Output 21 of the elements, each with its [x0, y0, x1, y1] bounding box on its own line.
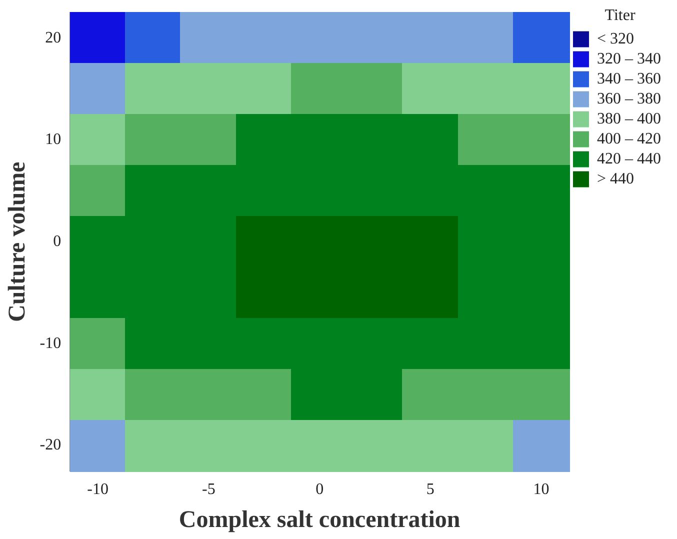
x-tick-label: 5: [426, 480, 434, 498]
color-bar-label: 320 – 340: [597, 50, 661, 68]
color-bar-label: 380 – 400: [597, 110, 661, 128]
color-bar-label: 420 – 440: [597, 150, 661, 168]
y-tick-label: 0: [53, 233, 62, 250]
y-tick-label: 10: [45, 131, 62, 148]
x-tick-label: -10: [87, 480, 109, 498]
y-tick-label: 20: [45, 29, 62, 46]
x-tick-label: -5: [202, 480, 216, 498]
y-axis-title: Culture volume: [4, 161, 31, 322]
color-bar-label: 340 – 360: [597, 70, 661, 88]
y-tick-label: -20: [40, 436, 62, 454]
y-tick-label: -10: [40, 334, 62, 352]
color-bar-label: 360 – 380: [597, 90, 661, 108]
color-bar-label: 400 – 420: [597, 130, 661, 148]
x-tick-label: 0: [316, 480, 324, 498]
color-bar-label: > 440: [597, 170, 634, 188]
x-tick-label: 10: [533, 480, 550, 498]
x-axis-title: Complex salt concentration: [178, 506, 460, 533]
legend-title: Titer: [604, 7, 636, 24]
color-bar-label: < 320: [597, 30, 634, 48]
